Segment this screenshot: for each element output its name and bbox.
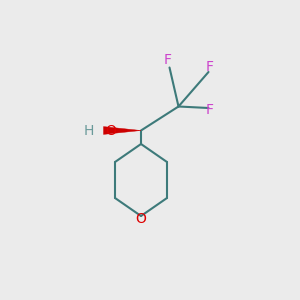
Text: H: H [83,124,94,137]
Text: F: F [206,103,214,116]
Text: F: F [164,53,171,67]
Polygon shape [103,127,141,134]
Text: F: F [206,60,214,74]
Text: O: O [106,124,116,137]
Text: O: O [136,212,146,226]
